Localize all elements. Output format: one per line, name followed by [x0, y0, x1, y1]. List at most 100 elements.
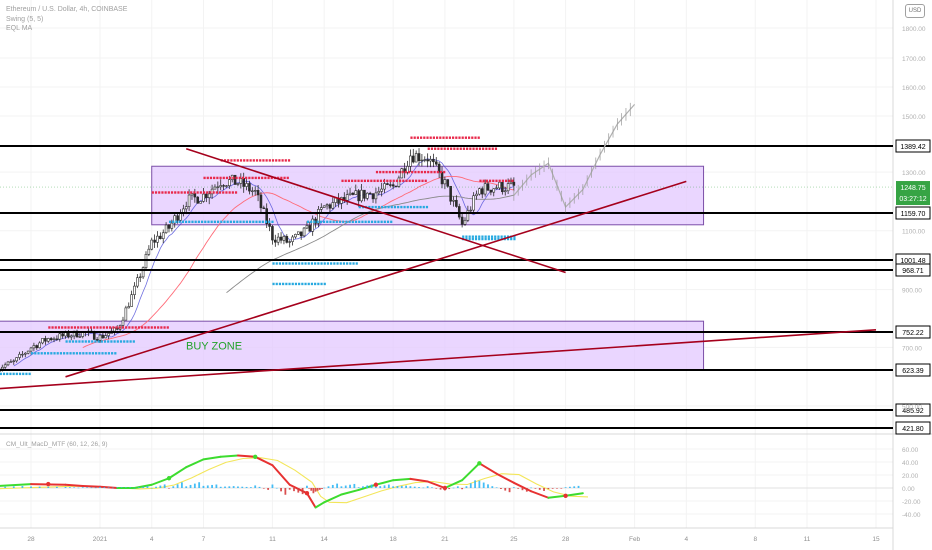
histogram-bar [312, 488, 315, 494]
indicator-swing[interactable]: Swing (5, 5) [6, 15, 44, 23]
level-tag [895, 139, 931, 153]
histogram-bar [150, 487, 153, 489]
candle-body [265, 208, 268, 225]
resistance-dot [186, 191, 190, 194]
histogram-bar [469, 483, 472, 488]
support-dot [374, 205, 377, 209]
resistance-dot [410, 136, 413, 139]
oscillator-tick-label: 0.00 [902, 486, 915, 493]
time-tick-label: 28 [562, 536, 570, 543]
resistance-dot [105, 326, 109, 329]
macd-segment [374, 479, 395, 486]
resistance-dot [466, 147, 469, 150]
histogram-bar [577, 485, 580, 488]
resistance-dot [232, 176, 235, 180]
candle-body [15, 357, 18, 362]
resistance-dot [433, 170, 436, 174]
resistance-dot [434, 147, 437, 150]
resistance-dot [420, 136, 423, 139]
histogram-bar [474, 480, 476, 488]
histogram-bar [168, 488, 170, 489]
support-dot [310, 282, 314, 286]
resistance-dot [386, 179, 389, 183]
candle-body [282, 236, 286, 241]
support-dot [510, 237, 513, 241]
time-tick-label: 2021 [93, 536, 108, 543]
histogram-bar [556, 488, 558, 489]
resistance-dot [494, 147, 498, 150]
resistance-dot [379, 170, 382, 174]
histogram-bar [271, 484, 274, 488]
resistance-dot [511, 179, 514, 183]
currency-button[interactable]: USD [905, 4, 925, 18]
candle-body [426, 159, 429, 162]
support-dot [298, 262, 301, 265]
symbol-title[interactable]: Ethereum / U.S. Dollar, 4h, COINBASE [6, 6, 128, 13]
candle-body [216, 186, 220, 188]
support-dot [349, 262, 352, 265]
histogram-bar [323, 487, 326, 489]
candle-body [368, 192, 372, 195]
candle-body [308, 225, 312, 232]
resistance-dot [234, 191, 238, 194]
support-dot [342, 220, 345, 224]
candle-body [141, 267, 145, 278]
resistance-dot [254, 176, 257, 180]
resistance-dot [492, 179, 495, 183]
swing-dots [0, 136, 516, 376]
histogram-bar [137, 487, 140, 488]
histogram-bar [456, 486, 459, 488]
histogram-bar [431, 487, 433, 488]
histogram-bar [206, 485, 209, 488]
candle-body [6, 361, 10, 366]
candle-body [179, 213, 182, 221]
support-dot [78, 340, 81, 343]
candle-body [449, 185, 452, 202]
price-tick-label: 1600.00 [902, 85, 926, 92]
candle-body [288, 241, 291, 243]
indicator-ma[interactable]: EQL MA [6, 25, 33, 32]
support-dot [291, 262, 294, 265]
resistance-dot [166, 326, 169, 329]
resistance-dot [261, 176, 264, 180]
macd-segment [236, 454, 257, 458]
resistance-dot [209, 176, 213, 180]
support-dot [506, 237, 510, 241]
resistance-dot [115, 326, 118, 329]
candles [0, 148, 516, 372]
resistance-dot [413, 136, 416, 139]
support-dot [416, 205, 419, 209]
histogram-bar [495, 487, 498, 488]
resistance-dot [196, 191, 199, 194]
support-dot [204, 220, 207, 224]
candle-body [466, 210, 470, 221]
histogram-bar [435, 488, 438, 489]
support-dot [323, 282, 326, 286]
histogram-bar [224, 486, 226, 488]
candle-body [388, 184, 392, 186]
resistance-dot [436, 170, 439, 174]
support-dot [364, 220, 367, 224]
macd-segment [64, 483, 84, 488]
support-dot [278, 262, 282, 265]
countdown-label: 03:27:12 [899, 196, 926, 203]
price-tick-label: 500.00 [902, 404, 922, 411]
candle-body [498, 181, 501, 189]
current-price-label: 1248.75 [900, 185, 925, 192]
macd-segment [547, 494, 567, 499]
support-dot [75, 352, 79, 355]
histogram-bar [94, 487, 97, 489]
histogram-bar [181, 482, 183, 488]
support-dot [126, 340, 129, 343]
macd-segment [340, 488, 360, 496]
candle-body [147, 248, 151, 255]
resistance-dot [395, 170, 398, 174]
candle-body [320, 207, 323, 210]
time-tick-label: 14 [321, 536, 329, 543]
resistance-dot [99, 326, 102, 329]
resistance-dot [64, 326, 67, 329]
resistance-dot [479, 179, 482, 183]
support-dot [72, 352, 75, 355]
resistance-dot [213, 176, 216, 180]
